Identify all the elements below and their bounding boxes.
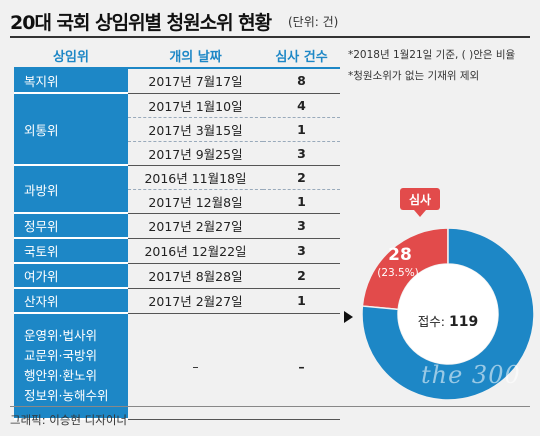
table-row: 2017년 9월25일 3 xyxy=(14,141,340,166)
count-cell: 3 xyxy=(263,141,340,166)
table-row: 여가위 2017년 8월28일 2 xyxy=(14,263,340,289)
count-cell: 4 xyxy=(263,93,340,118)
table-header-row: 상임위 개의 날짜 심사 건수 xyxy=(14,43,340,69)
committee-name: 국토위 xyxy=(24,244,59,259)
date-cell: 2017년 9월25일 xyxy=(128,141,263,166)
page-title: 20대 국회 상임위별 청원소위 현황 xyxy=(10,12,272,34)
review-slice-value: 28 xyxy=(388,245,412,265)
committee-name: 정보위·농해수위 xyxy=(24,388,109,403)
column-header-committee: 상임위 xyxy=(14,43,128,69)
committee-cell: 여가위 xyxy=(14,263,128,289)
committee-name: 정무위 xyxy=(24,219,59,234)
the300-watermark: the 300 xyxy=(421,361,521,389)
date-cell: 2017년 3월15일 xyxy=(128,117,263,142)
committee-cell: 정무위 xyxy=(14,213,128,239)
unit-label: (단위: 건) xyxy=(288,15,339,29)
date-cell: 2017년 2월27일 xyxy=(128,288,263,314)
petition-table: 상임위 개의 날짜 심사 건수 복지위 2017년 7월17일 8 외통위 2017년 … xyxy=(14,43,340,420)
table-row: 국토위 2016년 12월22일 3 xyxy=(14,238,340,264)
donut-chart: 심사 28 (23.5%) 접수: 119 xyxy=(361,188,535,401)
review-callout-pointer xyxy=(414,210,426,217)
count-cell: – xyxy=(263,313,340,420)
date-cell: 2016년 11월18일 xyxy=(128,165,263,190)
count-cell: 1 xyxy=(263,117,340,142)
donut-slices xyxy=(361,227,535,401)
table-row: 산자위 2017년 2월27일 1 xyxy=(14,288,340,314)
center-label: 접수: 119 xyxy=(418,314,478,330)
table-row: 운영위·법사위 교문위·국방위 행안위·환노위 정보위·농해수위 – – xyxy=(14,313,340,420)
count-cell: 1 xyxy=(263,288,340,314)
date-cell: 2017년 8월28일 xyxy=(128,263,263,289)
center-total: 119 xyxy=(449,314,478,330)
date-cell: – xyxy=(128,313,263,420)
committee-name: 복지위 xyxy=(24,74,59,89)
committee-name: 산자위 xyxy=(24,294,59,309)
committee-cell: 복지위 xyxy=(14,68,128,94)
date-cell: 2017년 7월17일 xyxy=(128,68,263,94)
count-cell: 3 xyxy=(263,213,340,239)
pointer-arrow-icon xyxy=(344,311,353,323)
table-row: 복지위 2017년 7월17일 8 xyxy=(14,68,340,94)
count-cell: 2 xyxy=(263,165,340,190)
note-exclusion: *청원소위가 없는 기재위 제외 xyxy=(348,70,480,82)
table-row: 외통위 2017년 1월10일 4 xyxy=(14,93,340,166)
count-cell: 8 xyxy=(263,68,340,94)
review-callout-label: 심사 xyxy=(409,192,431,207)
center-label-text: 접수: xyxy=(418,314,449,329)
committee-name: 행안위·환노위 xyxy=(24,368,97,383)
count-cell: 2 xyxy=(263,263,340,289)
committee-cell: 외통위 xyxy=(14,93,128,166)
committee-cell: 과방위 xyxy=(14,165,128,214)
committee-cell: 국토위 xyxy=(14,238,128,264)
table-row: 과방위 2016년 11월18일 2 xyxy=(14,165,340,214)
table-row: 정무위 2017년 2월27일 3 xyxy=(14,213,340,239)
committee-name: 여가위 xyxy=(24,269,59,284)
review-slice-percent: (23.5%) xyxy=(377,267,419,279)
review-callout-box xyxy=(400,188,440,210)
column-header-count: 심사 건수 xyxy=(263,43,340,69)
committee-name: 운영위·법사위 xyxy=(24,328,97,343)
review-callout: 심사 xyxy=(400,188,440,217)
committee-name: 교문위·국방위 xyxy=(24,348,97,363)
column-header-date: 개의 날짜 xyxy=(128,43,263,69)
committee-cell: 산자위 xyxy=(14,288,128,314)
top-divider xyxy=(10,36,530,38)
table-row: 2017년 3월15일 1 xyxy=(14,117,340,142)
donut-hole xyxy=(398,264,498,364)
count-cell: 3 xyxy=(263,238,340,264)
note-basis: *2018년 1월21일 기준, ( )안은 비율 xyxy=(348,49,516,61)
table-body: 복지위 2017년 7월17일 8 외통위 2017년 1월10일 4 2017년 3월15… xyxy=(14,68,340,420)
committee-name: 과방위 xyxy=(24,182,59,198)
graphic-credit: 그래픽: 이승현 디자이너 xyxy=(10,413,127,427)
date-cell: 2017년 1월10일 xyxy=(128,93,263,118)
committee-name: 외통위 xyxy=(24,122,59,138)
bottom-divider xyxy=(10,406,530,407)
date-cell: 2017년 2월27일 xyxy=(128,213,263,239)
count-cell: 1 xyxy=(263,189,340,214)
date-cell: 2016년 12월22일 xyxy=(128,238,263,264)
date-cell: 2017년 12월8일 xyxy=(128,189,263,214)
table-row: 2017년 12월8일 1 xyxy=(14,189,340,214)
